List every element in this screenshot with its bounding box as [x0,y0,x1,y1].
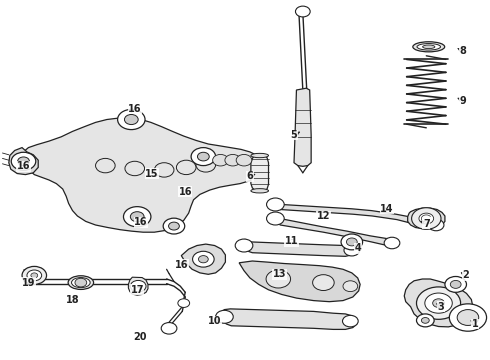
Circle shape [236,154,252,166]
Text: 5: 5 [291,130,297,140]
Circle shape [18,157,29,166]
Text: 12: 12 [317,211,330,221]
Circle shape [384,237,400,249]
Polygon shape [239,261,360,302]
Circle shape [197,152,209,161]
Ellipse shape [417,44,441,50]
Circle shape [193,251,214,267]
Text: 8: 8 [460,46,466,56]
Text: 16: 16 [174,260,188,270]
Circle shape [161,323,177,334]
Polygon shape [251,155,269,191]
Polygon shape [273,216,394,247]
Circle shape [11,152,36,170]
Ellipse shape [251,153,269,158]
Ellipse shape [68,276,94,289]
Text: 7: 7 [423,219,430,229]
Circle shape [343,281,358,292]
Text: 18: 18 [66,294,79,305]
Circle shape [267,212,284,225]
Text: 16: 16 [128,104,142,114]
Text: 2: 2 [462,270,469,280]
Text: 17: 17 [130,285,144,295]
Circle shape [191,148,216,166]
Text: 10: 10 [208,316,221,326]
Circle shape [130,280,146,292]
Circle shape [225,154,241,166]
Circle shape [344,244,360,256]
Circle shape [96,158,115,173]
Circle shape [124,114,138,125]
Ellipse shape [422,45,435,49]
Text: 6: 6 [246,171,253,181]
Polygon shape [294,88,311,166]
Polygon shape [408,208,445,229]
Text: 13: 13 [272,269,286,279]
Polygon shape [9,148,38,175]
Circle shape [421,318,429,323]
Text: 3: 3 [438,302,444,312]
Polygon shape [128,277,148,295]
Circle shape [416,314,434,327]
Circle shape [457,310,479,325]
Polygon shape [240,239,354,256]
Text: 15: 15 [145,168,159,179]
Circle shape [27,270,42,281]
Circle shape [123,207,151,227]
Circle shape [449,304,487,331]
Circle shape [118,109,145,130]
Text: 16: 16 [17,161,30,171]
Text: 4: 4 [354,243,361,253]
Ellipse shape [251,189,269,193]
Text: 16: 16 [178,186,192,197]
Ellipse shape [72,278,90,288]
Circle shape [341,234,363,250]
Circle shape [213,154,228,166]
Circle shape [419,213,434,224]
Circle shape [433,299,444,307]
Ellipse shape [413,42,445,52]
Circle shape [346,238,357,246]
Polygon shape [220,309,357,329]
Text: 11: 11 [285,236,298,246]
Circle shape [266,270,291,288]
Circle shape [198,256,208,263]
Circle shape [295,6,310,17]
Polygon shape [22,118,264,232]
Circle shape [22,266,47,284]
Text: 19: 19 [22,278,35,288]
Circle shape [425,293,452,313]
Polygon shape [181,244,225,274]
Circle shape [216,310,233,323]
Polygon shape [272,201,439,230]
Circle shape [445,276,466,292]
Text: 14: 14 [380,204,394,214]
Circle shape [343,315,358,327]
Circle shape [313,275,334,291]
Circle shape [450,280,461,288]
Circle shape [169,222,179,230]
Circle shape [176,160,196,175]
Circle shape [235,239,253,252]
Text: 20: 20 [133,332,147,342]
Circle shape [428,219,444,231]
Text: 9: 9 [460,96,466,106]
Polygon shape [404,279,473,327]
Circle shape [267,198,284,211]
Circle shape [31,273,38,278]
Text: 16: 16 [134,217,148,228]
Circle shape [130,212,144,222]
Circle shape [75,278,87,287]
Circle shape [163,218,185,234]
Circle shape [154,163,174,177]
Circle shape [416,287,461,319]
Circle shape [412,208,441,229]
Text: 1: 1 [472,319,479,329]
Circle shape [196,158,216,172]
Circle shape [178,299,190,307]
Circle shape [125,161,145,176]
